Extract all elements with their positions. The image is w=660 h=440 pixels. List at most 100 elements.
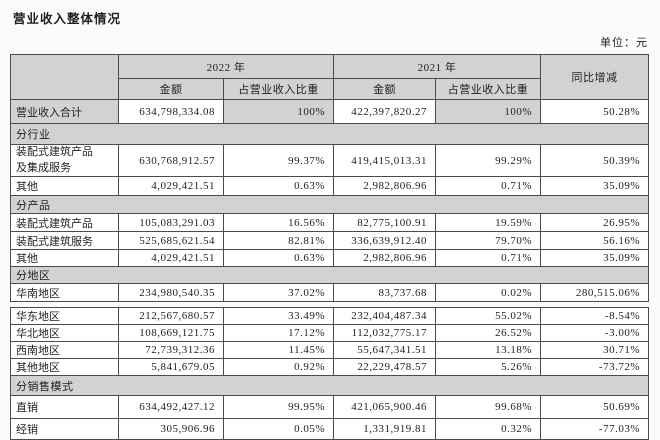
share-2022: 100% bbox=[223, 99, 334, 124]
amount-2021: 419,415,013.31 bbox=[333, 144, 436, 177]
amount-2021: 2,982,806.96 bbox=[333, 249, 436, 267]
section-row-industry: 分行业 bbox=[10, 123, 649, 145]
amount-2021: 336,639,912.40 bbox=[333, 231, 436, 250]
table-row: 华东地区 212,567,680.57 33.49% 232,404,487.3… bbox=[10, 307, 649, 325]
section-header: 分行业 bbox=[10, 123, 649, 145]
table-row: 西南地区 72,739,312.36 11.45% 55,647,341.51 … bbox=[10, 341, 649, 359]
revenue-table-lower: 华东地区 212,567,680.57 33.49% 232,404,487.3… bbox=[10, 307, 649, 440]
amount-2021: 55,647,341.51 bbox=[333, 341, 436, 359]
yoy-value: 50.28% bbox=[540, 99, 649, 124]
section-row-sales-mode: 分销售模式 bbox=[10, 375, 649, 396]
header-row-years: 2022 年 2021 年 同比增减 bbox=[10, 54, 649, 100]
yoy-value: -77.03% bbox=[540, 418, 649, 440]
table-row: 装配式建筑产品 105,083,291.03 16.56% 82,775,100… bbox=[10, 213, 649, 232]
share-2022: 82.81% bbox=[223, 231, 334, 250]
yoy-value: 26.95% bbox=[540, 213, 649, 232]
table-row: 装配式建筑产品及集成服务 630,768,912.57 99.37% 419,4… bbox=[10, 144, 649, 177]
table-row: 华北地区 108,669,121.75 17.12% 112,032,775.1… bbox=[10, 324, 649, 342]
unit-label: 单位：元 bbox=[600, 37, 648, 49]
share-2021: 0.32% bbox=[435, 418, 541, 440]
share-2021: 26.52% bbox=[435, 324, 541, 342]
revenue-table-upper: 2022 年 2021 年 同比增减 金额 占营业收入比重 金额 占营业收入比重… bbox=[10, 54, 649, 302]
share-2022: 99.37% bbox=[223, 144, 334, 177]
share-2021: 99.68% bbox=[435, 395, 541, 419]
yoy-value: 56.16% bbox=[540, 231, 649, 250]
share-2022: 0.92% bbox=[223, 358, 334, 376]
section-header: 分产品 bbox=[10, 195, 649, 214]
row-label: 装配式建筑产品及集成服务 bbox=[10, 144, 119, 177]
share-2021: 0.71% bbox=[435, 249, 541, 267]
share-2021: 5.26% bbox=[435, 358, 541, 376]
row-label: 西南地区 bbox=[10, 341, 119, 359]
amount-2022: 630,768,912.57 bbox=[118, 144, 224, 177]
row-label: 营业收入合计 bbox=[10, 99, 119, 124]
share-2021: 100% bbox=[435, 99, 541, 124]
amount-2022: 105,083,291.03 bbox=[118, 213, 224, 232]
share-2021: 0.02% bbox=[435, 283, 541, 302]
share-2021: 99.29% bbox=[435, 144, 541, 177]
row-label: 华东地区 bbox=[10, 307, 119, 325]
table-row: 装配式建筑服务 525,685,621.54 82.81% 336,639,91… bbox=[10, 231, 649, 250]
row-label: 华北地区 bbox=[10, 324, 119, 342]
amount-2022-header: 金额 bbox=[118, 78, 224, 100]
share-2022: 0.05% bbox=[223, 418, 334, 440]
section-row-product: 分产品 bbox=[10, 195, 649, 214]
table-row: 直销 634,492,427.12 99.95% 421,065,900.46 … bbox=[10, 395, 649, 419]
row-label-text: 装配式建筑产品及集成服务 bbox=[16, 146, 93, 174]
share-2021-header: 占营业收入比重 bbox=[435, 78, 541, 100]
table-row-total: 营业收入合计 634,798,334.08 100% 422,397,820.2… bbox=[10, 99, 649, 124]
share-2021: 13.18% bbox=[435, 341, 541, 359]
share-2021: 79.70% bbox=[435, 231, 541, 250]
share-2022: 16.56% bbox=[223, 213, 334, 232]
corner-cell bbox=[10, 54, 119, 100]
table-row: 其他 4,029,421.51 0.63% 2,982,806.96 0.71%… bbox=[10, 176, 649, 196]
table-row: 其他地区 5,841,679.05 0.92% 22,229,478.57 5.… bbox=[10, 358, 649, 376]
share-2022: 0.63% bbox=[223, 176, 334, 196]
amount-2022: 4,029,421.51 bbox=[118, 176, 224, 196]
yoy-value: 35.09% bbox=[540, 249, 649, 267]
page-title: 营业收入整体情况 bbox=[13, 12, 122, 26]
share-2022: 99.95% bbox=[223, 395, 334, 419]
amount-2021: 421,065,900.46 bbox=[333, 395, 436, 419]
amount-2021: 2,982,806.96 bbox=[333, 176, 436, 196]
row-label: 直销 bbox=[10, 395, 119, 419]
amount-2022: 72,739,312.36 bbox=[118, 341, 224, 359]
amount-2022: 212,567,680.57 bbox=[118, 307, 224, 325]
amount-2022: 5,841,679.05 bbox=[118, 358, 224, 376]
year-2021-header: 2021 年 bbox=[333, 54, 541, 79]
section-header: 分地区 bbox=[10, 266, 649, 284]
amount-2021: 232,404,487.34 bbox=[333, 307, 436, 325]
row-label: 装配式建筑服务 bbox=[10, 231, 119, 250]
amount-2022: 525,685,621.54 bbox=[118, 231, 224, 250]
amount-2021: 112,032,775.17 bbox=[333, 324, 436, 342]
year-2022-header: 2022 年 bbox=[118, 54, 334, 79]
share-2021: 55.02% bbox=[435, 307, 541, 325]
yoy-value: -8.54% bbox=[540, 307, 649, 325]
row-label: 装配式建筑产品 bbox=[10, 213, 119, 232]
header-row-measures: 金额 占营业收入比重 金额 占营业收入比重 bbox=[11, 78, 649, 100]
row-label: 其他 bbox=[10, 176, 119, 196]
share-2022: 37.02% bbox=[223, 283, 334, 302]
share-2022-header: 占营业收入比重 bbox=[223, 78, 334, 100]
amount-2021: 22,229,478.57 bbox=[333, 358, 436, 376]
yoy-value: -73.72% bbox=[540, 358, 649, 376]
yoy-value: 50.69% bbox=[540, 395, 649, 419]
share-2022: 0.63% bbox=[223, 249, 334, 267]
share-2021: 0.71% bbox=[435, 176, 541, 196]
section-header: 分销售模式 bbox=[10, 375, 649, 396]
row-label: 华南地区 bbox=[10, 283, 119, 302]
amount-2022: 108,669,121.75 bbox=[118, 324, 224, 342]
share-2021: 19.59% bbox=[435, 213, 541, 232]
yoy-value: -3.00% bbox=[540, 324, 649, 342]
amount-2022: 634,798,334.08 bbox=[118, 99, 224, 124]
amount-2021: 1,331,919.81 bbox=[333, 418, 436, 440]
share-2022: 11.45% bbox=[223, 341, 334, 359]
amount-2022: 4,029,421.51 bbox=[118, 249, 224, 267]
yoy-value: 35.09% bbox=[540, 176, 649, 196]
yoy-value: 280,515.06% bbox=[540, 283, 649, 302]
row-label: 其他 bbox=[10, 249, 119, 267]
yoy-header: 同比增减 bbox=[540, 54, 649, 100]
table-row: 经销 305,906.96 0.05% 1,331,919.81 0.32% -… bbox=[10, 418, 649, 440]
amount-2021-header: 金额 bbox=[333, 78, 436, 100]
amount-2021: 82,775,100.91 bbox=[333, 213, 436, 232]
